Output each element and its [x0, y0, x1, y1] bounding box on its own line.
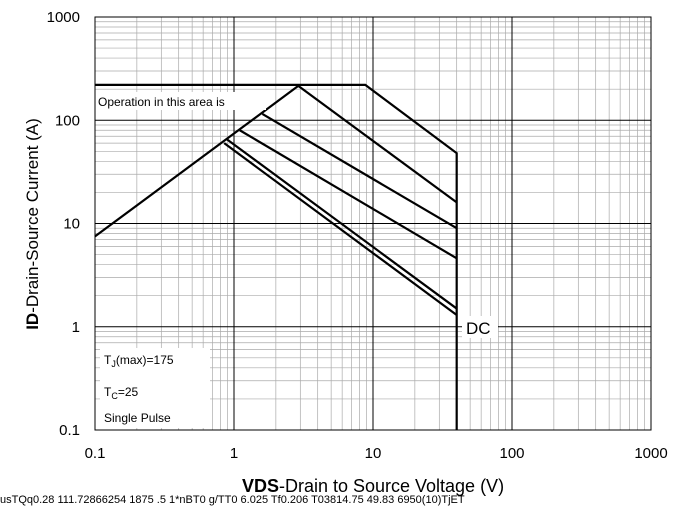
x-tick-label: 1000 — [634, 445, 667, 462]
tj-t: T — [104, 353, 112, 367]
soa-line — [239, 129, 458, 260]
tj-note: TJ(max)=175 — [104, 353, 174, 369]
x-tick-label: 10 — [365, 445, 382, 462]
tj-rest: (max)=175 — [116, 353, 174, 367]
annotations: Operation in this area is DC TJ(max)=175… — [96, 92, 498, 428]
y-tick-label: 1000 — [47, 9, 80, 26]
tc-sub: C — [111, 391, 118, 401]
soa-line — [225, 137, 458, 310]
soa-line — [223, 142, 458, 316]
soa-line — [94, 85, 299, 238]
x-tick-label: 1 — [230, 445, 238, 462]
label-bg — [96, 92, 266, 110]
footer-text: usTQq0.28 111.72866254 1875 .5 1*nBT0 g/… — [0, 494, 465, 506]
soa-line — [95, 83, 458, 430]
soa-line — [261, 113, 458, 230]
x-tick-label: 100 — [499, 445, 524, 462]
label-bg — [462, 316, 498, 338]
y-tick-label: 0.1 — [59, 422, 80, 439]
tc-rest: =25 — [118, 385, 139, 399]
y-label-bold: ID — [23, 313, 42, 330]
plot-frame — [94, 16, 652, 431]
y-tick-label: 10 — [63, 216, 80, 233]
label-bg — [100, 348, 210, 428]
x-tick-label: 0.1 — [85, 445, 106, 462]
series-lines — [94, 83, 458, 430]
y-label-rest: -Drain-Source Current (A) — [23, 118, 42, 313]
y-axis-label: ID-Drain-Source Current (A) — [23, 118, 42, 330]
soa-line — [297, 85, 458, 204]
x-label-rest: -Drain to Source Voltage (V) — [279, 476, 504, 496]
tj-sub: J — [111, 359, 116, 369]
pulse-note: Single Pulse — [104, 411, 171, 425]
x-axis-label: VDS-Drain to Source Voltage (V) — [242, 476, 504, 496]
y-tick-label: 1 — [72, 319, 80, 336]
area-note: Operation in this area is — [98, 95, 225, 109]
dc-label: DC — [466, 319, 491, 338]
tc-t: T — [104, 385, 112, 399]
y-tick-label: 100 — [55, 112, 80, 129]
x-label-bold: VDS — [242, 476, 279, 496]
tc-note: TC=25 — [104, 385, 139, 401]
